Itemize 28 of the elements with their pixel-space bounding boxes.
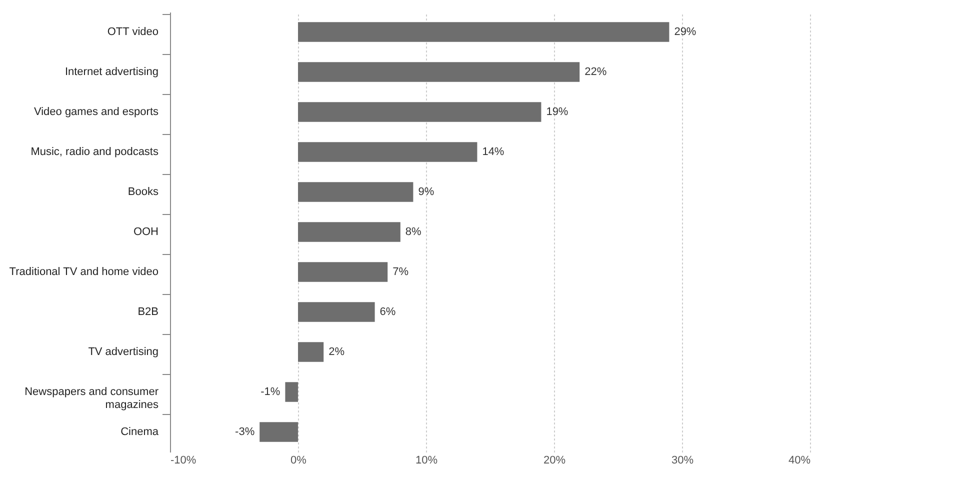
data-label: 8% <box>405 226 422 238</box>
y-tick-label: OTT video <box>107 26 158 38</box>
data-label: 19% <box>546 106 568 118</box>
data-label: 6% <box>380 306 396 318</box>
data-label: 9% <box>418 186 434 198</box>
x-tick-label: 20% <box>543 454 566 466</box>
data-label: 2% <box>328 346 345 358</box>
data-label: -3% <box>235 426 255 438</box>
y-tick-label: Newspapers and consumer magazines <box>24 386 159 411</box>
y-tick-label: Music, radio and podcasts <box>30 146 159 158</box>
y-tick-label: Books <box>128 186 159 198</box>
x-tick-label: 0% <box>290 454 307 466</box>
y-tick-label: B2B <box>138 306 158 318</box>
data-label: 29% <box>674 26 696 38</box>
y-tick-label: Cinema <box>120 426 160 438</box>
y-tick-label: TV advertising <box>88 346 158 358</box>
x-tick-label: 30% <box>671 454 694 466</box>
y-tick-label: Traditional TV and home video <box>9 266 158 278</box>
x-tick-label: 40% <box>788 454 811 466</box>
data-label: -1% <box>260 386 280 398</box>
x-tick-label: 10% <box>415 454 438 466</box>
x-tick-label: -10% <box>170 454 196 466</box>
y-tick-label: Video games and esports <box>34 106 159 118</box>
data-label: 14% <box>482 146 504 158</box>
y-tick-label: OOH <box>133 226 159 238</box>
y-tick-label: Internet advertising <box>64 66 158 78</box>
data-label: 7% <box>392 266 409 278</box>
data-label: 22% <box>584 66 607 78</box>
